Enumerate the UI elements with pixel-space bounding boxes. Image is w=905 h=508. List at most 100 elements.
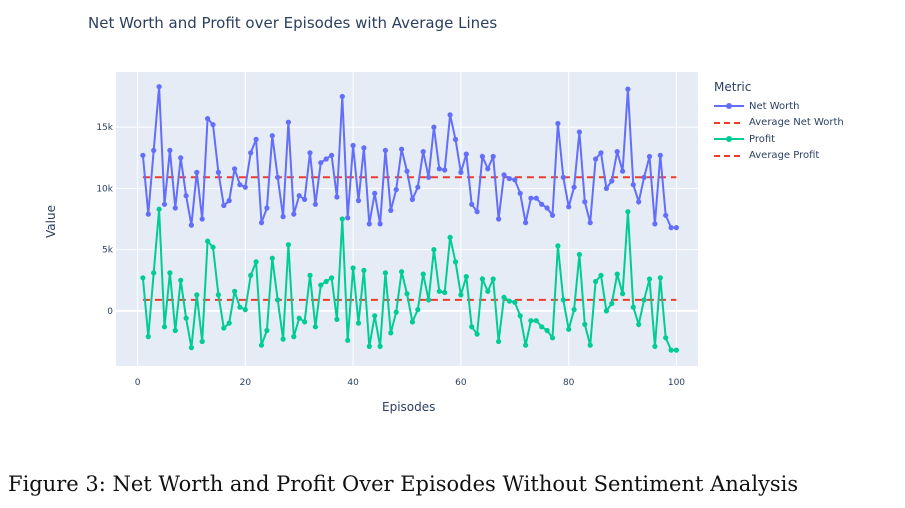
data-point-profit[interactable]: [350, 265, 356, 271]
data-point-profit[interactable]: [404, 291, 410, 297]
data-point-profit[interactable]: [609, 300, 615, 307]
data-point-net-worth[interactable]: [506, 176, 512, 182]
data-point-profit[interactable]: [237, 304, 243, 310]
data-point-net-worth[interactable]: [355, 198, 362, 204]
data-point-net-worth[interactable]: [630, 182, 636, 188]
data-point-net-worth[interactable]: [463, 151, 469, 157]
data-point-net-worth[interactable]: [571, 184, 577, 190]
data-point-net-worth[interactable]: [264, 205, 270, 211]
data-point-profit[interactable]: [275, 297, 281, 303]
plot-area[interactable]: 0 20 40 60 80 100 0 5k 10k 15k: [0, 0, 905, 440]
data-point-net-worth[interactable]: [377, 221, 383, 227]
data-point-profit[interactable]: [420, 271, 426, 277]
data-point-profit[interactable]: [426, 297, 432, 303]
data-point-profit[interactable]: [544, 327, 550, 334]
data-point-profit[interactable]: [296, 315, 302, 321]
data-point-profit[interactable]: [269, 255, 275, 261]
data-point-profit[interactable]: [490, 276, 496, 282]
data-point-profit[interactable]: [178, 277, 184, 283]
data-point-profit[interactable]: [388, 330, 394, 336]
data-point-profit[interactable]: [242, 307, 248, 313]
data-point-profit[interactable]: [458, 292, 464, 298]
data-point-profit[interactable]: [205, 238, 211, 244]
data-point-net-worth[interactable]: [668, 225, 674, 231]
data-point-net-worth[interactable]: [226, 198, 232, 204]
data-point-net-worth[interactable]: [501, 172, 507, 178]
data-point-profit[interactable]: [361, 267, 367, 273]
data-point-profit[interactable]: [409, 319, 415, 325]
data-point-net-worth[interactable]: [194, 169, 200, 175]
legend-item-profit[interactable]: Profit: [714, 131, 844, 148]
data-point-profit[interactable]: [549, 335, 556, 341]
data-point-net-worth[interactable]: [555, 120, 561, 127]
data-point-profit[interactable]: [323, 278, 329, 285]
data-point-net-worth[interactable]: [479, 153, 485, 160]
data-point-profit[interactable]: [194, 292, 200, 298]
data-point-profit[interactable]: [474, 331, 480, 337]
data-point-profit[interactable]: [555, 243, 561, 249]
data-point-net-worth[interactable]: [339, 93, 345, 100]
data-point-net-worth[interactable]: [237, 182, 243, 188]
data-point-net-worth[interactable]: [366, 221, 372, 227]
data-point-net-worth[interactable]: [415, 184, 421, 190]
data-point-profit[interactable]: [215, 292, 221, 298]
data-point-net-worth[interactable]: [533, 195, 539, 201]
data-point-profit[interactable]: [226, 320, 232, 326]
data-point-net-worth[interactable]: [528, 195, 534, 201]
data-point-profit[interactable]: [625, 209, 631, 215]
data-point-profit[interactable]: [566, 326, 572, 332]
data-point-net-worth[interactable]: [318, 160, 324, 166]
data-point-profit[interactable]: [140, 275, 146, 281]
legend-item-average-profit[interactable]: Average Profit: [714, 148, 844, 165]
data-point-net-worth[interactable]: [291, 211, 297, 217]
data-point-profit[interactable]: [496, 338, 502, 345]
data-point-net-worth[interactable]: [269, 133, 275, 139]
data-point-profit[interactable]: [302, 319, 308, 325]
legend-item-net-worth[interactable]: Net Worth: [714, 98, 844, 115]
data-point-net-worth[interactable]: [426, 174, 432, 180]
data-point-net-worth[interactable]: [641, 174, 647, 180]
data-point-profit[interactable]: [512, 299, 518, 305]
data-point-net-worth[interactable]: [178, 155, 184, 161]
data-point-net-worth[interactable]: [275, 174, 281, 180]
data-point-net-worth[interactable]: [345, 215, 351, 221]
data-point-profit[interactable]: [253, 259, 259, 265]
data-point-net-worth[interactable]: [205, 116, 211, 122]
data-point-net-worth[interactable]: [248, 150, 254, 156]
data-point-profit[interactable]: [442, 289, 448, 296]
data-point-net-worth[interactable]: [221, 202, 227, 209]
data-point-profit[interactable]: [463, 274, 469, 280]
legend-item-average-net-worth[interactable]: Average Net Worth: [714, 115, 844, 132]
data-point-net-worth[interactable]: [549, 212, 556, 218]
data-point-profit[interactable]: [382, 270, 388, 276]
data-point-profit[interactable]: [339, 216, 345, 222]
data-point-profit[interactable]: [210, 244, 216, 250]
data-point-net-worth[interactable]: [253, 136, 259, 142]
data-point-net-worth[interactable]: [372, 190, 378, 196]
data-point-profit[interactable]: [183, 315, 189, 321]
data-point-profit[interactable]: [172, 327, 178, 334]
data-point-profit[interactable]: [248, 272, 254, 278]
data-point-profit[interactable]: [582, 321, 588, 327]
data-point-net-worth[interactable]: [469, 201, 475, 207]
data-point-profit[interactable]: [657, 275, 663, 281]
data-point-net-worth[interactable]: [566, 204, 572, 210]
data-point-net-worth[interactable]: [614, 149, 620, 155]
data-point-profit[interactable]: [167, 270, 173, 276]
data-point-profit[interactable]: [399, 269, 405, 275]
data-point-net-worth[interactable]: [625, 86, 631, 92]
data-point-net-worth[interactable]: [242, 184, 248, 190]
data-point-net-worth[interactable]: [167, 147, 173, 153]
data-point-profit[interactable]: [673, 347, 680, 353]
data-point-profit[interactable]: [560, 297, 566, 303]
data-point-net-worth[interactable]: [539, 201, 545, 207]
data-point-net-worth[interactable]: [145, 211, 151, 217]
data-point-net-worth[interactable]: [151, 147, 157, 153]
data-point-net-worth[interactable]: [232, 166, 238, 172]
data-point-profit[interactable]: [431, 247, 437, 253]
data-point-net-worth[interactable]: [576, 129, 583, 135]
data-point-net-worth[interactable]: [199, 216, 205, 222]
data-point-profit[interactable]: [652, 343, 658, 349]
data-point-profit[interactable]: [506, 298, 512, 304]
data-point-profit[interactable]: [452, 259, 459, 265]
